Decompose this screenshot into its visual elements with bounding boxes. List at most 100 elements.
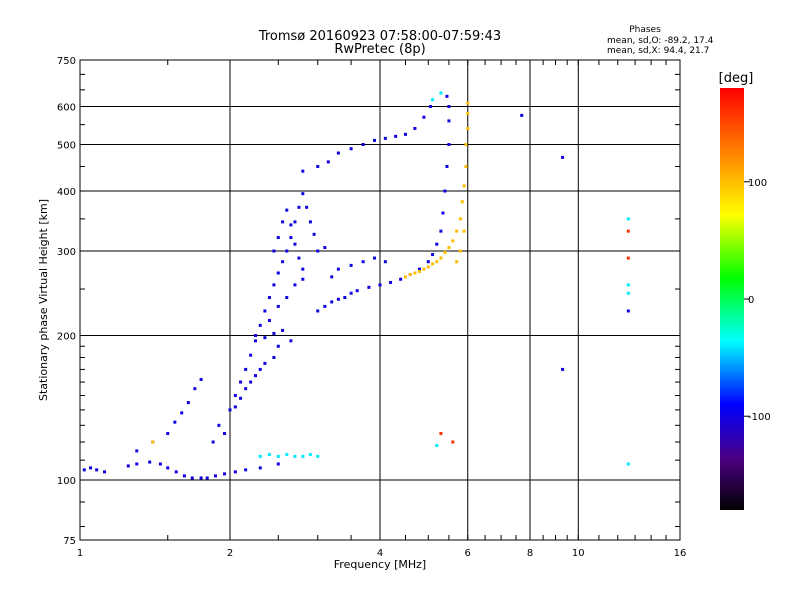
- data-point: [455, 260, 459, 264]
- data-point: [258, 466, 262, 470]
- data-point: [213, 474, 217, 478]
- colorbar-ticks: 100 0 -100: [744, 178, 771, 423]
- y-tick-label: 75: [63, 536, 76, 547]
- data-point: [466, 101, 470, 105]
- data-point: [316, 454, 320, 458]
- data-point: [173, 420, 177, 424]
- data-point: [422, 115, 426, 119]
- data-point: [305, 205, 309, 209]
- colorbar-tick-label: 0: [748, 295, 754, 306]
- colorbar-tick-label: 100: [748, 178, 767, 189]
- colorbar: [720, 88, 744, 510]
- data-point: [389, 280, 393, 284]
- data-point: [135, 449, 139, 453]
- data-point: [239, 396, 243, 400]
- phases-x-line: mean, sd,X: 94.4, 21.7: [607, 46, 709, 56]
- data-point: [417, 267, 421, 271]
- y-tick-label: 750: [57, 56, 76, 67]
- data-point: [293, 283, 297, 287]
- data-point: [289, 236, 293, 240]
- data-point: [267, 318, 271, 322]
- data-point: [451, 440, 455, 444]
- data-point: [263, 361, 267, 365]
- data-point: [312, 232, 316, 236]
- chart-title: Tromsø 20160923 07:58:00-07:59:43: [258, 29, 501, 44]
- data-point: [373, 256, 377, 260]
- data-point: [276, 304, 280, 308]
- axis-ticks: 1 2 4 6 8 10 16 75 100 200 300 400 500 600 750: [57, 56, 686, 559]
- y-tick-label: 400: [57, 187, 76, 198]
- data-point: [253, 339, 257, 343]
- data-point: [355, 289, 359, 293]
- data-point: [258, 454, 262, 458]
- y-axis-label: Stationary phase Virtual Height [km]: [37, 199, 50, 401]
- data-point: [367, 285, 371, 289]
- data-point: [301, 277, 305, 281]
- data-point: [308, 453, 312, 457]
- data-point: [451, 239, 455, 243]
- data-point: [233, 405, 237, 409]
- data-point: [158, 462, 162, 466]
- data-point: [272, 283, 276, 287]
- data-point: [561, 367, 565, 371]
- data-point: [439, 91, 443, 95]
- data-point: [462, 229, 466, 233]
- data-point: [228, 408, 232, 412]
- data-point: [373, 138, 377, 142]
- data-point: [403, 132, 407, 136]
- data-point: [626, 309, 630, 313]
- x-tick-label: 8: [527, 548, 533, 559]
- data-point: [301, 192, 305, 196]
- data-point: [435, 242, 439, 246]
- y-tick-label: 300: [57, 247, 76, 258]
- data-point: [441, 211, 445, 215]
- data-point: [439, 256, 443, 260]
- data-point: [323, 304, 327, 308]
- data-point: [464, 143, 468, 147]
- data-point: [466, 126, 470, 130]
- data-point: [190, 476, 194, 480]
- data-point: [435, 444, 439, 448]
- data-point: [336, 267, 340, 271]
- data-point: [249, 380, 253, 384]
- data-point: [458, 249, 462, 253]
- data-point: [297, 256, 301, 260]
- data-point: [199, 476, 203, 480]
- data-point: [82, 468, 86, 472]
- data-point: [399, 277, 403, 281]
- data-point: [343, 296, 347, 300]
- data-point: [626, 229, 630, 233]
- data-point: [455, 229, 459, 233]
- data-point: [223, 472, 227, 476]
- y-tick-label: 600: [57, 103, 76, 114]
- data-point: [293, 242, 297, 246]
- data-point: [520, 113, 524, 117]
- data-point: [285, 296, 289, 300]
- data-point: [445, 164, 449, 168]
- data-point: [272, 331, 276, 335]
- data-point: [182, 474, 186, 478]
- x-tick-label: 6: [465, 548, 471, 559]
- data-point: [267, 453, 271, 457]
- data-point: [462, 184, 466, 188]
- x-tick-label: 4: [377, 548, 383, 559]
- data-point: [249, 353, 253, 357]
- data-point: [148, 460, 152, 464]
- data-point: [103, 470, 107, 474]
- x-tick-label: 2: [227, 548, 233, 559]
- data-point: [239, 380, 243, 384]
- data-point: [276, 271, 280, 275]
- data-point: [336, 297, 340, 301]
- data-point: [349, 263, 353, 267]
- data-point: [445, 94, 449, 98]
- data-point: [258, 367, 262, 371]
- data-point: [326, 160, 330, 164]
- data-point: [253, 334, 257, 338]
- x-tick-label: 10: [572, 548, 585, 559]
- data-point: [244, 367, 248, 371]
- data-point: [439, 432, 443, 436]
- data-point: [205, 476, 209, 480]
- data-point: [285, 208, 289, 212]
- data-point: [413, 271, 417, 275]
